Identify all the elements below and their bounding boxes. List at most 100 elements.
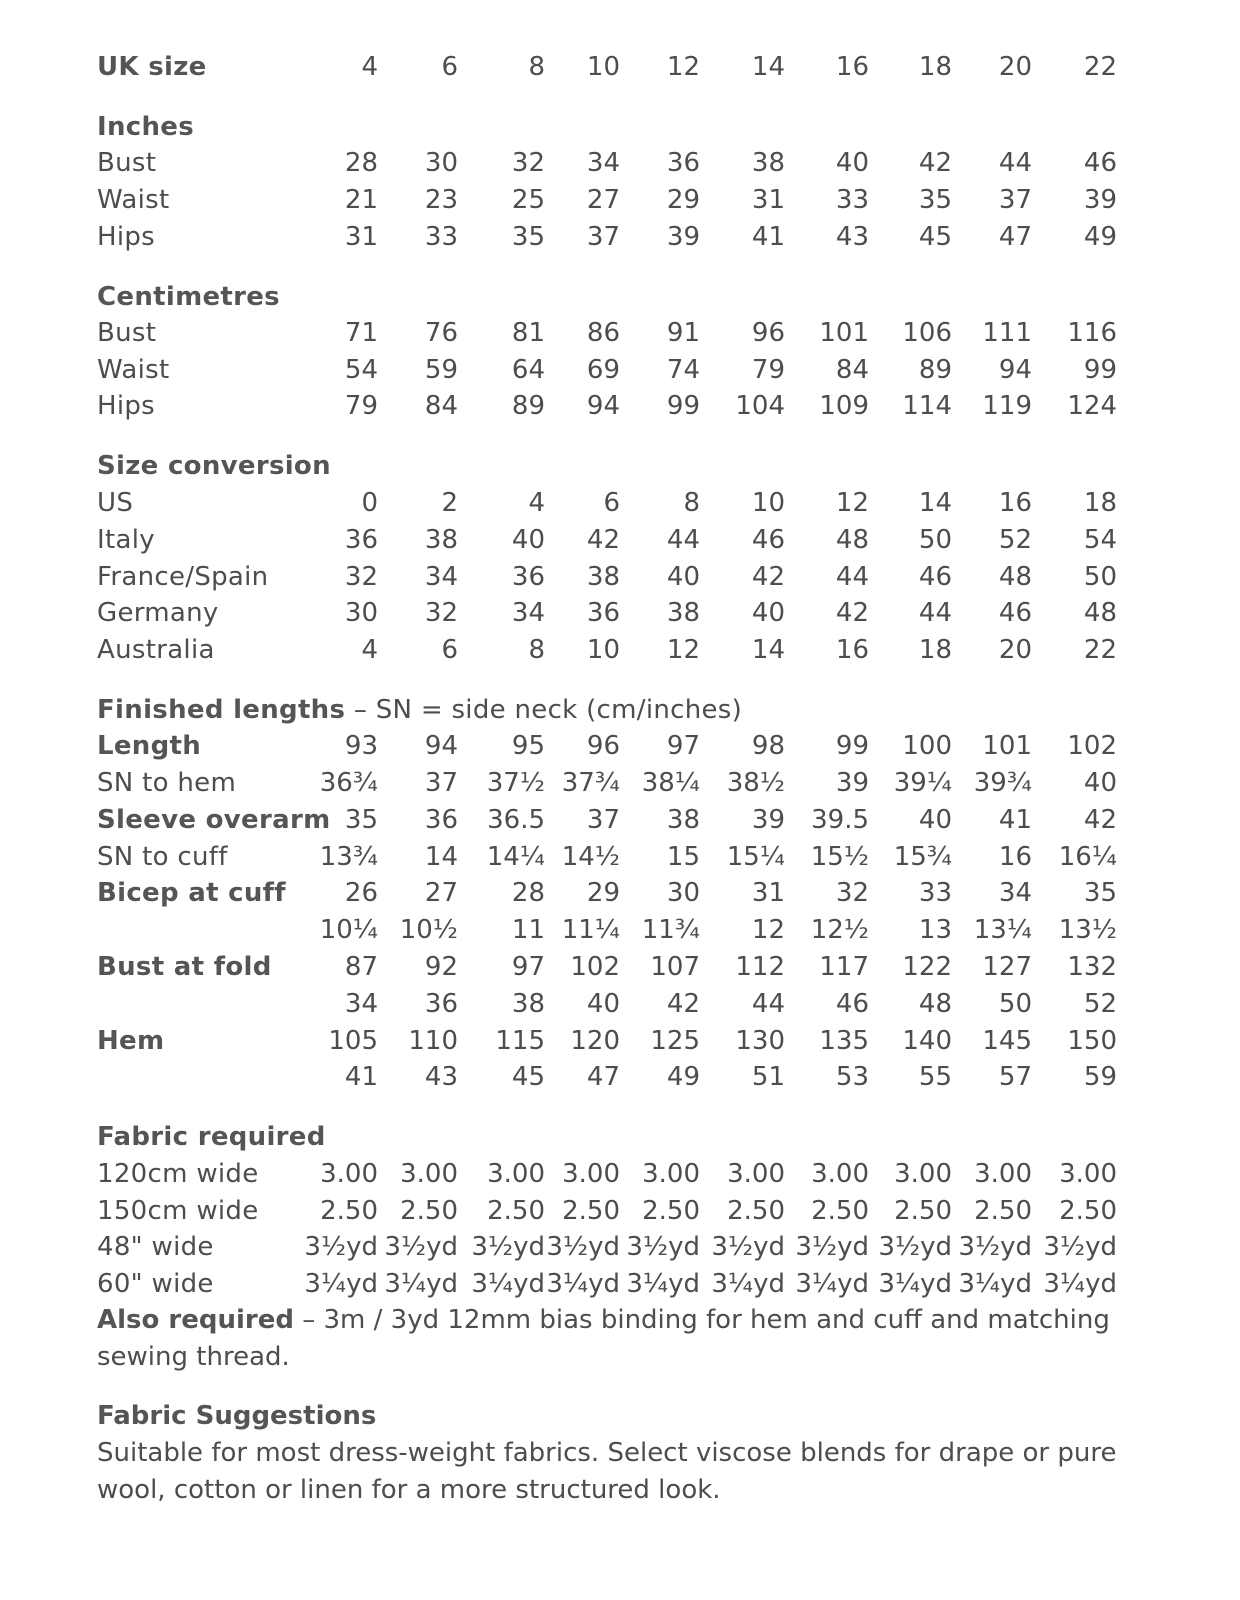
table-cell: 8 — [528, 52, 545, 82]
table-cell: 3½yd — [878, 1232, 952, 1262]
row-label: 60" wide — [97, 1265, 214, 1303]
table-cell: 46 — [835, 989, 869, 1019]
table-row: 34 36 38 40 42 44 46 48 50 52 — [0, 985, 1240, 1023]
table-row: 120cm wide 3.00 3.00 3.00 3.00 3.00 3.00 3.00 3.… — [0, 1155, 1240, 1193]
table-cell: 102 — [1067, 731, 1117, 761]
table-cell: 3¼yd — [384, 1269, 458, 1299]
table-row: Hips 79 84 89 94 99 104 109 114 119 124 — [0, 387, 1240, 425]
table-cell: 94 — [998, 355, 1032, 385]
table-cell: 96 — [586, 731, 620, 761]
table-row: Bust at fold 87 92 97 102 107 112 117 122 127 132 — [0, 948, 1240, 986]
table-cell: 54 — [1083, 525, 1117, 555]
table-cell: 71 — [344, 318, 378, 348]
table-cell: 39.5 — [811, 805, 869, 835]
row-label-text: Italy — [97, 525, 155, 555]
table-cell: 13¾ — [319, 842, 378, 872]
table-cell: 45 — [918, 222, 952, 252]
table-cell: 36 — [424, 989, 458, 1019]
table-cell: 26 — [344, 878, 378, 908]
table-cell: 6 — [603, 488, 620, 518]
table-cell: 2.50 — [811, 1196, 869, 1226]
table-cell: 91 — [666, 318, 700, 348]
table-cell: 38 — [666, 805, 700, 835]
table-cell: 37 — [424, 768, 458, 798]
row-label: Size conversion — [97, 447, 331, 485]
table-cell: 41 — [998, 805, 1032, 835]
table-cell: 13¼ — [973, 915, 1032, 945]
table-cell: 3¼yd — [304, 1269, 378, 1299]
table-cell: 36 — [424, 805, 458, 835]
table-cell: 39¾ — [973, 768, 1032, 798]
table-row: Bust 71 76 81 86 91 96 101 106 111 116 — [0, 314, 1240, 352]
row-label: Bust — [97, 314, 156, 352]
table-cell: 3.00 — [974, 1159, 1032, 1189]
table-cell: 36 — [666, 148, 700, 178]
table-cell: 44 — [998, 148, 1032, 178]
table-cell: 28 — [511, 878, 545, 908]
table-cell: 2.50 — [727, 1196, 785, 1226]
row-label-text: 60" wide — [97, 1269, 214, 1299]
table-cell: 16 — [835, 635, 869, 665]
also-required-note: Also required – 3m / 3yd 12mm bias bindi… — [97, 1302, 1137, 1376]
table-cell: 94 — [586, 391, 620, 421]
table-cell: 99 — [666, 391, 700, 421]
table-cell: 13½ — [1058, 915, 1117, 945]
table-cell: 36 — [511, 562, 545, 592]
table-cell: 2.50 — [320, 1196, 378, 1226]
table-row: Italy 36 38 40 42 44 46 48 50 52 54 — [0, 521, 1240, 559]
row-label: Inches — [97, 108, 194, 146]
table-row: Australia 4 6 8 10 12 14 16 18 20 22 — [0, 631, 1240, 669]
row-label: SN to cuff — [97, 838, 228, 876]
table-cell: 3¼yd — [626, 1269, 700, 1299]
table-cell: 0 — [361, 488, 378, 518]
table-cell: 49 — [1083, 222, 1117, 252]
table-cell: 86 — [586, 318, 620, 348]
table-row: Hem 105 110 115 120 125 130 135 140 145 150 — [0, 1022, 1240, 1060]
table-cell: 31 — [751, 878, 785, 908]
table-cell: 150 — [1067, 1026, 1117, 1056]
table-cell: 34 — [424, 562, 458, 592]
table-cell: 22 — [1083, 52, 1117, 82]
table-cell: 14 — [751, 635, 785, 665]
row-label-text: SN to hem — [97, 768, 237, 798]
table-cell: 16¼ — [1058, 842, 1117, 872]
row-label: Length — [97, 727, 201, 765]
table-row: 41 43 45 47 49 51 53 55 57 59 — [0, 1058, 1240, 1096]
table-row: Hips 31 33 35 37 39 41 43 45 47 49 — [0, 218, 1240, 256]
section-heading: Inches — [0, 108, 1240, 146]
table-cell: 39 — [666, 222, 700, 252]
table-cell: 69 — [586, 355, 620, 385]
table-cell: 15¾ — [893, 842, 952, 872]
table-cell: 125 — [650, 1026, 700, 1056]
table-cell: 42 — [918, 148, 952, 178]
table-row: Waist 21 23 25 27 29 31 33 35 37 39 — [0, 181, 1240, 219]
table-cell: 44 — [918, 598, 952, 628]
table-cell: 15¼ — [726, 842, 785, 872]
fabric-suggestions-text: Suitable for most dress-weight fabrics. … — [97, 1438, 1117, 1505]
table-cell: 35 — [511, 222, 545, 252]
table-row: 10¼ 10½ 11 11¼ 11¾ 12 12½ 13 13¼ 13½ — [0, 911, 1240, 949]
table-cell: 20 — [998, 635, 1032, 665]
table-cell: 36 — [586, 598, 620, 628]
table-cell: 52 — [998, 525, 1032, 555]
row-label: 48" wide — [97, 1228, 214, 1266]
table-cell: 79 — [751, 355, 785, 385]
table-cell: 101 — [982, 731, 1032, 761]
row-label-text: Hips — [97, 222, 156, 252]
table-cell: 47 — [998, 222, 1032, 252]
table-cell: 36 — [344, 525, 378, 555]
table-cell: 92 — [424, 952, 458, 982]
row-label: Bust — [97, 144, 156, 182]
table-cell: 11¾ — [641, 915, 700, 945]
table-cell: 106 — [902, 318, 952, 348]
table-cell: 10 — [586, 52, 620, 82]
table-cell: 3½yd — [626, 1232, 700, 1262]
table-cell: 16 — [835, 52, 869, 82]
table-row: Germany 30 32 34 36 38 40 42 44 46 48 — [0, 594, 1240, 632]
table-cell: 59 — [424, 355, 458, 385]
table-cell: 30 — [666, 878, 700, 908]
table-cell: 42 — [586, 525, 620, 555]
row-label: Centimetres — [97, 278, 280, 316]
table-cell: 101 — [819, 318, 869, 348]
table-cell: 15 — [666, 842, 700, 872]
